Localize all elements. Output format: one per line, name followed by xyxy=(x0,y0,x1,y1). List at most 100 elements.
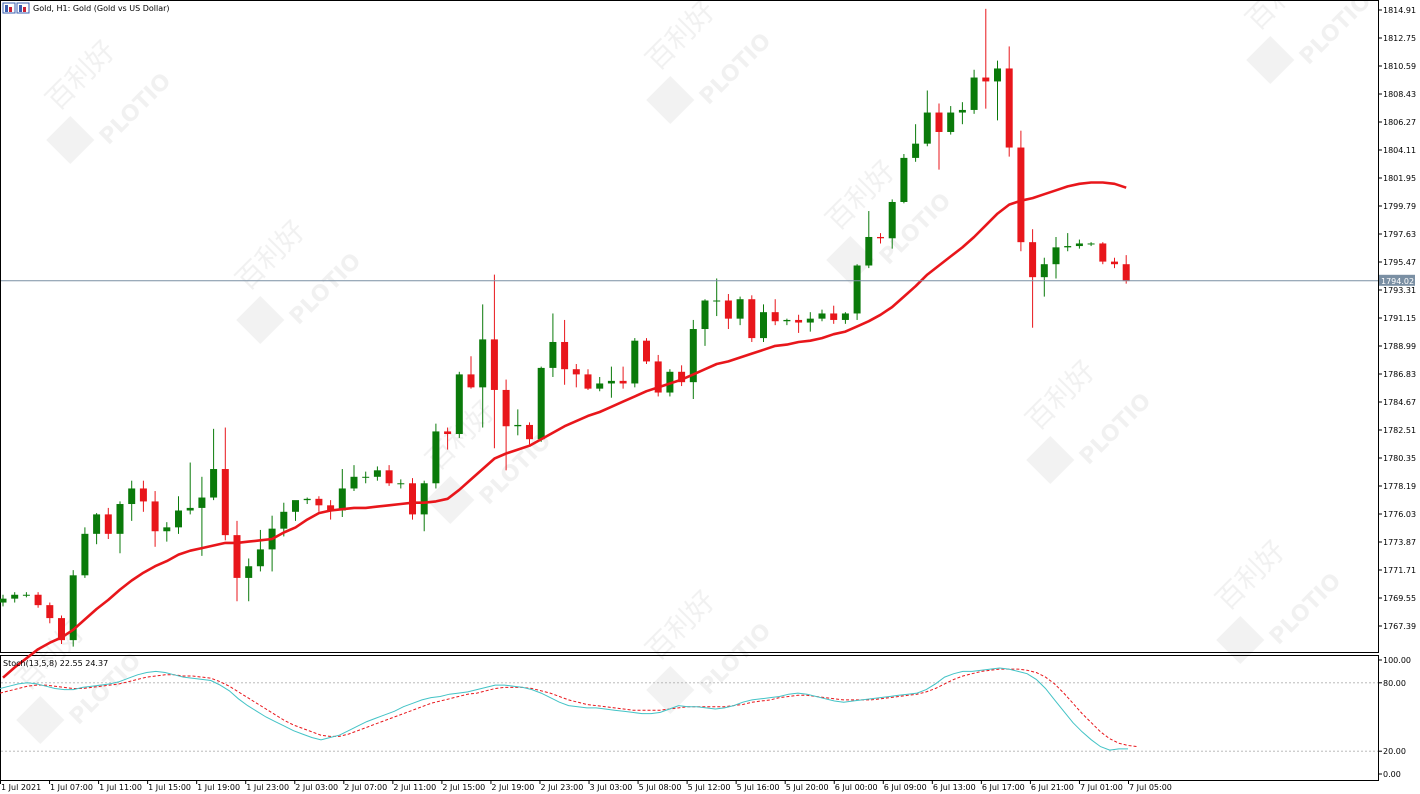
candle xyxy=(1040,257,1048,297)
candle-body xyxy=(444,431,452,435)
candle-body xyxy=(877,236,884,239)
time-label: 5 Jul 08:00 xyxy=(639,783,682,792)
watermark-chinese: 百利好 xyxy=(229,214,312,297)
candle xyxy=(210,428,218,501)
candle-body xyxy=(1075,243,1083,247)
time-label: 2 Jul 03:00 xyxy=(295,783,338,792)
candle-body xyxy=(303,498,311,501)
candle xyxy=(1005,46,1013,157)
candle-body xyxy=(397,483,405,485)
candle xyxy=(783,318,791,326)
chart-icon-part xyxy=(23,7,26,12)
time-label: 5 Jul 12:00 xyxy=(688,783,731,792)
candle-body xyxy=(338,488,346,511)
candle xyxy=(1122,255,1130,284)
candle-body xyxy=(912,143,920,158)
candle-body xyxy=(233,535,241,578)
candle xyxy=(923,90,931,147)
candle-body xyxy=(409,483,416,515)
time-label: 2 Jul 23:00 xyxy=(540,783,583,792)
current-price-box xyxy=(1379,274,1415,286)
candle xyxy=(748,295,756,342)
candle xyxy=(736,296,744,326)
candle-body xyxy=(245,566,253,578)
candle xyxy=(444,427,452,450)
candle-body xyxy=(771,312,779,322)
main-chart-frame xyxy=(0,0,1379,653)
candle-body xyxy=(561,341,569,370)
candle xyxy=(1029,229,1037,328)
price-label: 1767.39 xyxy=(1383,622,1416,631)
candle xyxy=(58,615,65,645)
candle-body xyxy=(1017,147,1025,243)
candle-body xyxy=(923,112,931,144)
candle-body xyxy=(104,514,112,534)
candle-body xyxy=(1122,264,1130,282)
candle xyxy=(11,592,19,603)
stoch-axis-label: 20.00 xyxy=(1383,747,1406,756)
time-label: 6 Jul 00:00 xyxy=(835,783,878,792)
candle-body xyxy=(572,369,580,375)
candle xyxy=(385,465,393,486)
candle-body xyxy=(256,549,264,567)
candle xyxy=(853,264,861,320)
stoch-axis-label: 80.00 xyxy=(1383,679,1406,688)
price-label: 1788.99 xyxy=(1383,342,1416,351)
candle-body xyxy=(362,476,370,478)
candle-body xyxy=(46,605,54,619)
candle xyxy=(455,371,463,438)
time-label: 2 Jul 19:00 xyxy=(491,783,534,792)
candle-body xyxy=(280,511,288,529)
candle xyxy=(572,364,580,388)
candle xyxy=(303,497,311,505)
candle-body xyxy=(221,469,229,536)
price-label: 1808.43 xyxy=(1383,90,1416,99)
candle xyxy=(760,304,767,342)
candle-body xyxy=(689,329,697,383)
candle-body xyxy=(947,112,955,132)
stochastic-layer xyxy=(0,667,1138,751)
time-label: 7 Jul 01:00 xyxy=(1080,783,1123,792)
candle xyxy=(1017,130,1025,252)
candle-body xyxy=(490,339,498,390)
candle xyxy=(315,496,323,512)
candle-body xyxy=(93,514,101,534)
watermark-logo-block xyxy=(1026,435,1075,485)
candle-body xyxy=(935,112,943,132)
price-label: 1786.83 xyxy=(1383,370,1416,379)
time-label: 6 Jul 17:00 xyxy=(982,783,1025,792)
watermark-brand: PLOTIO xyxy=(695,619,776,700)
watermark-logo-block xyxy=(646,665,695,715)
price-label: 1814.91 xyxy=(1383,6,1416,15)
candle xyxy=(256,529,264,572)
candle xyxy=(34,592,42,608)
candle-body xyxy=(0,598,7,603)
current-price-label: 1794.02 xyxy=(1381,277,1414,286)
candle xyxy=(771,299,779,326)
candle-body xyxy=(853,265,861,314)
price-label: 1797.63 xyxy=(1383,230,1416,239)
time-label: 1 Jul 23:00 xyxy=(246,783,289,792)
price-label: 1773.87 xyxy=(1383,538,1416,547)
chart-icon-part xyxy=(19,5,22,12)
current-price-layer: 1794.02 xyxy=(1,274,1415,286)
candle xyxy=(994,60,1001,121)
candle-body xyxy=(607,380,615,384)
watermark-brand: PLOTIO xyxy=(1295,0,1376,70)
candle xyxy=(561,319,569,385)
price-label: 1810.59 xyxy=(1383,62,1416,71)
candle-body xyxy=(350,476,358,489)
price-label: 1793.31 xyxy=(1383,286,1416,295)
candle xyxy=(713,278,721,317)
candle-body xyxy=(888,201,896,239)
candle-body xyxy=(584,374,592,389)
candle xyxy=(806,312,814,332)
price-label: 1771.71 xyxy=(1383,566,1416,575)
candle xyxy=(432,423,440,489)
